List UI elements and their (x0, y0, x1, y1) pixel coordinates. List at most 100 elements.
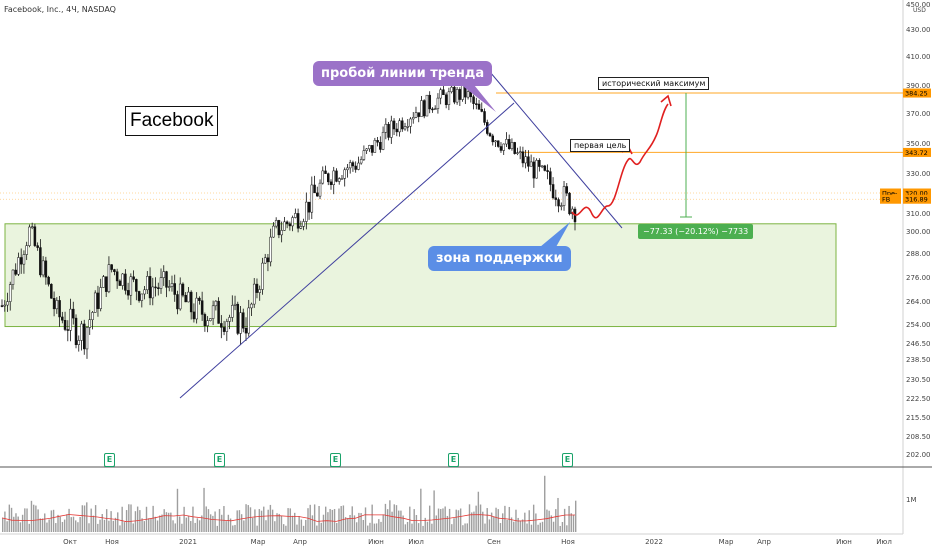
candle (74, 317, 78, 345)
candle (442, 89, 445, 96)
volume-bar (260, 510, 263, 532)
price-tick-label: 276.00 (906, 274, 931, 282)
earnings-icon[interactable]: E (448, 453, 459, 467)
volume-bar (121, 506, 123, 532)
volume-tick-label: 1M (906, 496, 917, 504)
candle (25, 245, 28, 255)
candle (173, 283, 176, 295)
candle (502, 143, 505, 151)
volume-bar (351, 506, 353, 532)
price-tag-prefix-box (880, 194, 901, 204)
earnings-icon[interactable]: E (562, 453, 573, 467)
candle (211, 305, 215, 319)
volume-bar (92, 515, 95, 532)
volume-bar (6, 521, 8, 532)
volume-bar (269, 504, 272, 532)
volume-bar (39, 518, 42, 532)
volume-bar (247, 505, 249, 532)
candle (535, 160, 538, 179)
candle (529, 161, 533, 167)
volume-bar (497, 509, 499, 532)
candle (184, 294, 187, 303)
candle (41, 260, 45, 276)
volume-bar (446, 515, 449, 532)
volume-bar (156, 520, 159, 532)
earnings-icon[interactable]: E (104, 453, 115, 467)
price-tick-label: 430.00 (906, 26, 931, 34)
volume-bar (344, 517, 347, 532)
volume-bar (572, 515, 575, 532)
candle (236, 303, 240, 334)
volume-bar (291, 515, 294, 532)
volume-bar (15, 513, 17, 532)
volume-bar (426, 521, 429, 532)
candle (121, 273, 124, 286)
volume-bar (338, 508, 340, 532)
candle (458, 89, 462, 100)
candle (143, 289, 146, 295)
volume-bar (110, 511, 112, 532)
candle (450, 86, 453, 93)
volume-bar (391, 511, 393, 532)
volume-bar (240, 514, 243, 532)
time-tick-label: Сен (487, 538, 501, 546)
trend-break-pointer (455, 80, 496, 112)
volume-bar (479, 504, 482, 532)
volume-bar (428, 505, 431, 532)
volume-bar (539, 522, 542, 532)
candle (63, 320, 67, 330)
candle (351, 162, 355, 167)
volume-bar (150, 518, 152, 532)
volume-bar (453, 518, 455, 532)
trend-break-annotation: пробой линии тренда (313, 61, 493, 86)
volume-bar (196, 518, 199, 532)
candle (113, 269, 116, 272)
candle (189, 291, 193, 313)
volume-bar (86, 502, 88, 532)
earnings-icon[interactable]: E (330, 453, 341, 467)
time-tick-label: Мар (251, 538, 266, 546)
candle (195, 297, 198, 320)
time-tick-label: Апр (293, 538, 307, 546)
candle (272, 225, 275, 238)
candle (285, 221, 289, 225)
candle (220, 323, 223, 328)
candle (546, 170, 549, 172)
volume-bar (117, 512, 119, 532)
candle (198, 297, 201, 301)
candle (417, 112, 420, 117)
volume-bar (70, 517, 72, 532)
volume-bar (2, 518, 4, 532)
candle (252, 283, 256, 305)
volume-bar (174, 523, 176, 532)
candle (231, 305, 234, 318)
volume-bar (57, 514, 59, 532)
time-tick-label: 2022 (645, 538, 663, 546)
volume-bar (254, 509, 256, 532)
volume-bar (550, 515, 553, 532)
candle (82, 323, 86, 350)
volume-bar (77, 522, 79, 532)
candle (431, 108, 434, 111)
candle (480, 109, 484, 112)
volume-bar (440, 509, 442, 532)
candle (313, 184, 316, 194)
candle (354, 165, 357, 170)
price-tick-label: 288.00 (906, 250, 931, 258)
candle (135, 279, 138, 292)
candle (527, 156, 530, 167)
candle (0, 305, 4, 307)
price-tag (903, 188, 931, 198)
volume-bar (97, 523, 99, 532)
candle (357, 162, 360, 170)
candle (543, 165, 547, 171)
volume-bar (28, 523, 30, 532)
volume-bar (360, 513, 362, 532)
time-tick-label: Апр (757, 538, 771, 546)
volume-bar (444, 506, 446, 532)
volume-bar (417, 523, 420, 532)
earnings-icon[interactable]: E (214, 453, 225, 467)
candle (403, 126, 407, 130)
candle (19, 257, 23, 265)
